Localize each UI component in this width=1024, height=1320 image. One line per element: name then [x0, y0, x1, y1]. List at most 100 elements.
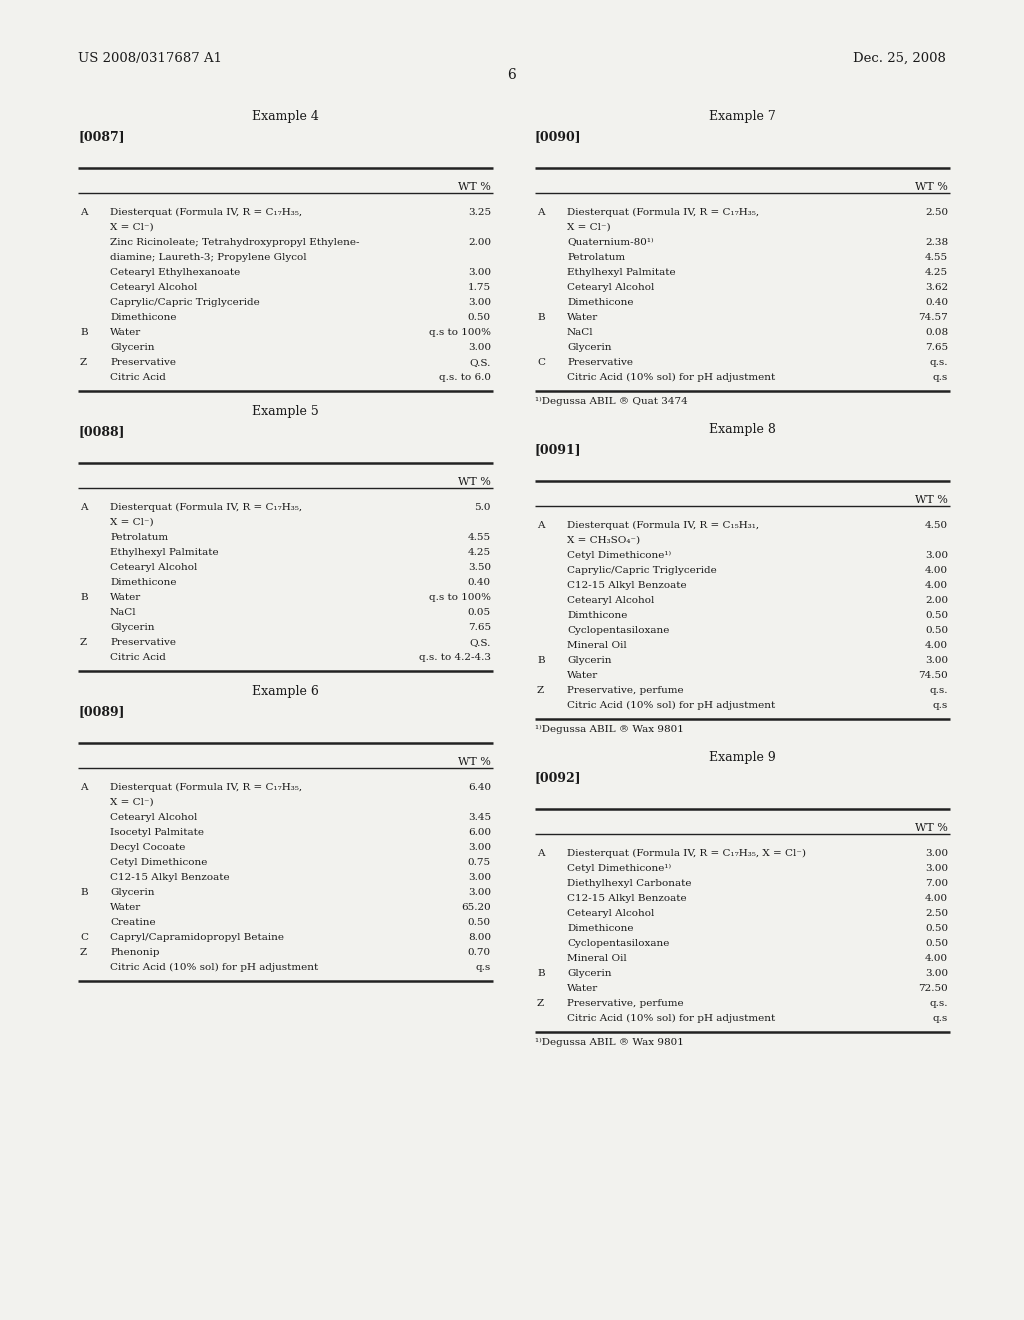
Text: Glycerin: Glycerin [567, 969, 611, 978]
Text: 0.50: 0.50 [925, 939, 948, 948]
Text: 3.00: 3.00 [925, 849, 948, 858]
Text: Water: Water [567, 313, 598, 322]
Text: 3.00: 3.00 [925, 865, 948, 873]
Text: Glycerin: Glycerin [110, 888, 155, 898]
Text: 7.00: 7.00 [925, 879, 948, 888]
Text: Mineral Oil: Mineral Oil [567, 954, 627, 964]
Text: Petrolatum: Petrolatum [110, 533, 168, 543]
Text: Z: Z [537, 999, 544, 1008]
Text: ¹⁾Degussa ABIL ® Wax 9801: ¹⁾Degussa ABIL ® Wax 9801 [535, 725, 684, 734]
Text: Caprylic/Capric Triglyceride: Caprylic/Capric Triglyceride [110, 298, 260, 308]
Text: 0.75: 0.75 [468, 858, 490, 867]
Text: 0.70: 0.70 [468, 948, 490, 957]
Text: Cetearyl Alcohol: Cetearyl Alcohol [567, 597, 654, 605]
Text: 4.25: 4.25 [468, 548, 490, 557]
Text: Dimethicone: Dimethicone [567, 924, 634, 933]
Text: [0092]: [0092] [535, 771, 582, 784]
Text: A: A [537, 849, 545, 858]
Text: 3.00: 3.00 [925, 550, 948, 560]
Text: 7.65: 7.65 [925, 343, 948, 352]
Text: X = CH₃SO₄⁻): X = CH₃SO₄⁻) [567, 536, 640, 545]
Text: Capryl/Capramidopropyl Betaine: Capryl/Capramidopropyl Betaine [110, 933, 284, 942]
Text: Dec. 25, 2008: Dec. 25, 2008 [853, 51, 946, 65]
Text: Dimethicone: Dimethicone [110, 313, 176, 322]
Text: Diesterquat (Formula IV, R = C₁₇H₃₅, X = Cl⁻): Diesterquat (Formula IV, R = C₁₇H₃₅, X =… [567, 849, 806, 858]
Text: 0.50: 0.50 [468, 917, 490, 927]
Text: X = Cl⁻): X = Cl⁻) [567, 223, 610, 232]
Text: WT %: WT % [458, 756, 490, 767]
Text: 2.50: 2.50 [925, 209, 948, 216]
Text: Example 7: Example 7 [709, 110, 775, 123]
Text: Water: Water [110, 593, 141, 602]
Text: Z: Z [80, 638, 87, 647]
Text: 5.0: 5.0 [474, 503, 490, 512]
Text: q.s. to 6.0: q.s. to 6.0 [439, 374, 490, 381]
Text: C12-15 Alkyl Benzoate: C12-15 Alkyl Benzoate [567, 581, 687, 590]
Text: [0088]: [0088] [78, 425, 125, 438]
Text: 74.57: 74.57 [919, 313, 948, 322]
Text: Cetearyl Alcohol: Cetearyl Alcohol [110, 813, 198, 822]
Text: Water: Water [567, 983, 598, 993]
Text: 2.38: 2.38 [925, 238, 948, 247]
Text: 3.25: 3.25 [468, 209, 490, 216]
Text: Water: Water [110, 327, 141, 337]
Text: 0.50: 0.50 [925, 611, 948, 620]
Text: ¹⁾Degussa ABIL ® Quat 3474: ¹⁾Degussa ABIL ® Quat 3474 [535, 397, 688, 407]
Text: Ethylhexyl Palmitate: Ethylhexyl Palmitate [567, 268, 676, 277]
Text: 3.62: 3.62 [925, 282, 948, 292]
Text: Example 6: Example 6 [252, 685, 318, 698]
Text: X = Cl⁻): X = Cl⁻) [110, 517, 154, 527]
Text: 0.40: 0.40 [925, 298, 948, 308]
Text: Preservative: Preservative [110, 638, 176, 647]
Text: Isocetyl Palmitate: Isocetyl Palmitate [110, 828, 204, 837]
Text: q.s. to 4.2-4.3: q.s. to 4.2-4.3 [419, 653, 490, 663]
Text: C: C [80, 933, 88, 942]
Text: 3.00: 3.00 [468, 298, 490, 308]
Text: Z: Z [80, 948, 87, 957]
Text: Citric Acid (10% sol) for pH adjustment: Citric Acid (10% sol) for pH adjustment [567, 701, 775, 710]
Text: Preservative, perfume: Preservative, perfume [567, 686, 684, 696]
Text: 0.50: 0.50 [925, 626, 948, 635]
Text: 4.00: 4.00 [925, 642, 948, 649]
Text: Cetearyl Alcohol: Cetearyl Alcohol [110, 282, 198, 292]
Text: 0.40: 0.40 [468, 578, 490, 587]
Text: Diesterquat (Formula IV, R = C₁₅H₃₁,: Diesterquat (Formula IV, R = C₁₅H₃₁, [567, 521, 759, 531]
Text: Water: Water [567, 671, 598, 680]
Text: 4.00: 4.00 [925, 566, 948, 576]
Text: Glycerin: Glycerin [567, 656, 611, 665]
Text: C: C [537, 358, 545, 367]
Text: q.s to 100%: q.s to 100% [429, 593, 490, 602]
Text: WT %: WT % [458, 182, 490, 191]
Text: Phenonip: Phenonip [110, 948, 160, 957]
Text: NaCl: NaCl [110, 609, 136, 616]
Text: Dimethicone: Dimethicone [110, 578, 176, 587]
Text: Ethylhexyl Palmitate: Ethylhexyl Palmitate [110, 548, 219, 557]
Text: 65.20: 65.20 [461, 903, 490, 912]
Text: diamine; Laureth-3; Propylene Glycol: diamine; Laureth-3; Propylene Glycol [110, 253, 306, 261]
Text: Citric Acid (10% sol) for pH adjustment: Citric Acid (10% sol) for pH adjustment [110, 964, 318, 972]
Text: 2.00: 2.00 [925, 597, 948, 605]
Text: B: B [537, 656, 545, 665]
Text: 3.00: 3.00 [468, 843, 490, 851]
Text: [0089]: [0089] [78, 705, 125, 718]
Text: 0.08: 0.08 [925, 327, 948, 337]
Text: A: A [537, 209, 545, 216]
Text: 4.55: 4.55 [468, 533, 490, 543]
Text: Diesterquat (Formula IV, R = C₁₇H₃₅,: Diesterquat (Formula IV, R = C₁₇H₃₅, [110, 209, 302, 216]
Text: Preservative: Preservative [567, 358, 633, 367]
Text: Diesterquat (Formula IV, R = C₁₇H₃₅,: Diesterquat (Formula IV, R = C₁₇H₃₅, [110, 503, 302, 512]
Text: Cetyl Dimethicone¹⁾: Cetyl Dimethicone¹⁾ [567, 550, 671, 560]
Text: Petrolatum: Petrolatum [567, 253, 625, 261]
Text: Glycerin: Glycerin [567, 343, 611, 352]
Text: Example 5: Example 5 [252, 405, 318, 418]
Text: Cetyl Dimethicone: Cetyl Dimethicone [110, 858, 208, 867]
Text: 3.00: 3.00 [925, 656, 948, 665]
Text: 8.00: 8.00 [468, 933, 490, 942]
Text: A: A [80, 783, 87, 792]
Text: Cetearyl Alcohol: Cetearyl Alcohol [567, 909, 654, 917]
Text: B: B [537, 313, 545, 322]
Text: Cetearyl Alcohol: Cetearyl Alcohol [110, 564, 198, 572]
Text: Cyclopentasiloxane: Cyclopentasiloxane [567, 626, 670, 635]
Text: Caprylic/Capric Triglyceride: Caprylic/Capric Triglyceride [567, 566, 717, 576]
Text: Diethylhexyl Carbonate: Diethylhexyl Carbonate [567, 879, 691, 888]
